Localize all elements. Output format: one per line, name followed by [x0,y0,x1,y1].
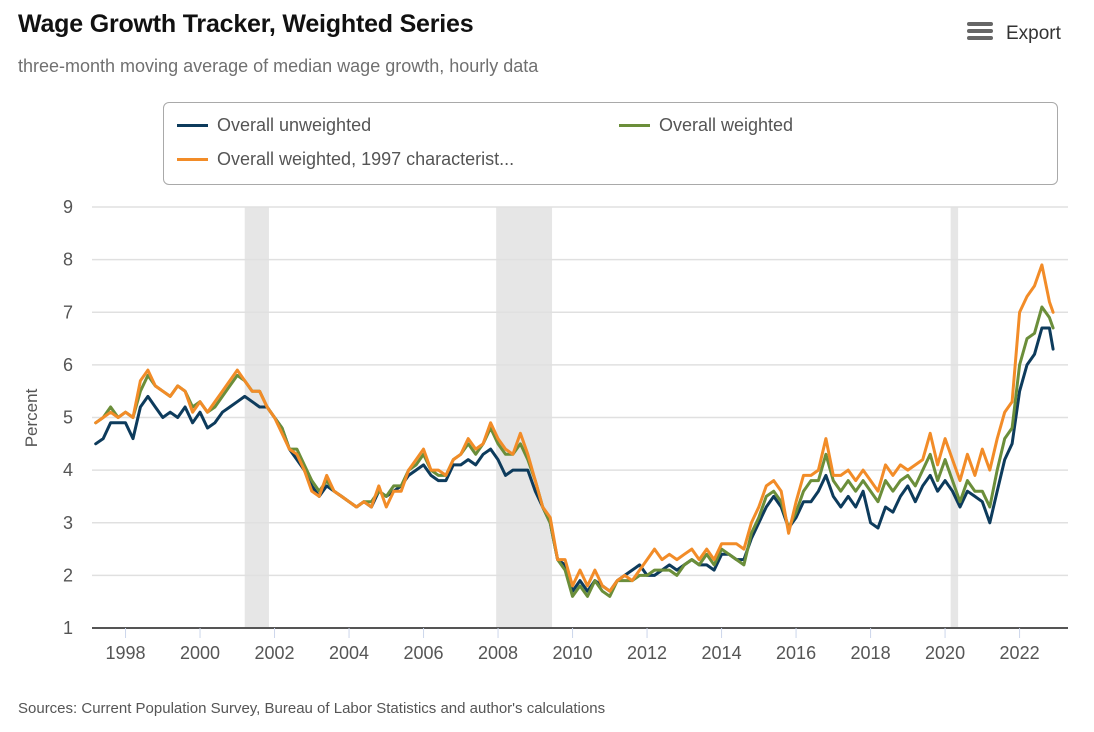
x-tick-label: 2008 [478,643,518,663]
y-tick-label: 8 [63,250,73,270]
y-tick-label: 9 [63,197,73,217]
x-axis: 1998 2000 2002 2004 2006 2008 2010 2012 2014 2016… [106,628,1040,663]
chart-title: Wage Growth Tracker, Weighted Series [18,10,474,38]
y-tick-label: 5 [63,408,73,428]
legend-label-weighted: Overall weighted [659,115,794,135]
legend-swatch-weighted [619,124,650,127]
x-tick-label: 2004 [329,643,369,663]
gridlines [92,206,1068,629]
legend-label-unweighted: Overall unweighted [217,115,372,135]
x-tick-label: 2018 [851,643,891,663]
legend-swatch-weighted-1997 [177,158,208,161]
series-line-weighted1997[interactable] [94,263,1055,593]
legend-swatch-unweighted [177,124,208,127]
x-tick-label: 2014 [702,643,742,663]
y-tick-label: 6 [63,355,73,375]
y-tick-label: 2 [63,565,73,585]
legend-item-weighted[interactable]: Overall weighted [619,115,793,136]
series-line-weighted[interactable] [94,305,1055,598]
x-tick-label: 2002 [255,643,295,663]
x-tick-label: 2020 [925,643,965,663]
x-tick-label: 2012 [627,643,667,663]
x-tick-label: 1998 [106,643,146,663]
export-label: Export [1006,22,1061,44]
legend-item-weighted-1997[interactable]: Overall weighted, 1997 characterist... [177,149,514,170]
export-button[interactable]: Export [966,20,1061,47]
x-tick-label: 2022 [1000,643,1040,663]
y-tick-label: 4 [63,460,73,480]
legend: Overall unweighted Overall weighted Over… [163,102,1058,185]
y-axis: 1 2 3 4 5 6 7 8 9 [63,197,73,638]
hamburger-menu-icon [966,20,994,47]
sources-note: Sources: Current Population Survey, Bure… [18,700,606,717]
chart-subtitle: three-month moving average of median wag… [18,56,539,76]
x-tick-label: 2010 [553,643,593,663]
y-tick-label: 7 [63,302,73,322]
series-lines [94,263,1055,598]
x-tick-label: 2000 [180,643,220,663]
y-tick-label: 3 [63,513,73,533]
x-tick-label: 2016 [776,643,816,663]
y-tick-label: 1 [63,618,73,638]
series-line-unweighted[interactable] [94,326,1055,593]
y-axis-title: Percent [22,388,41,447]
legend-item-unweighted[interactable]: Overall unweighted [177,115,371,136]
x-tick-label: 2006 [404,643,444,663]
legend-label-weighted-1997: Overall weighted, 1997 characterist... [217,149,515,169]
